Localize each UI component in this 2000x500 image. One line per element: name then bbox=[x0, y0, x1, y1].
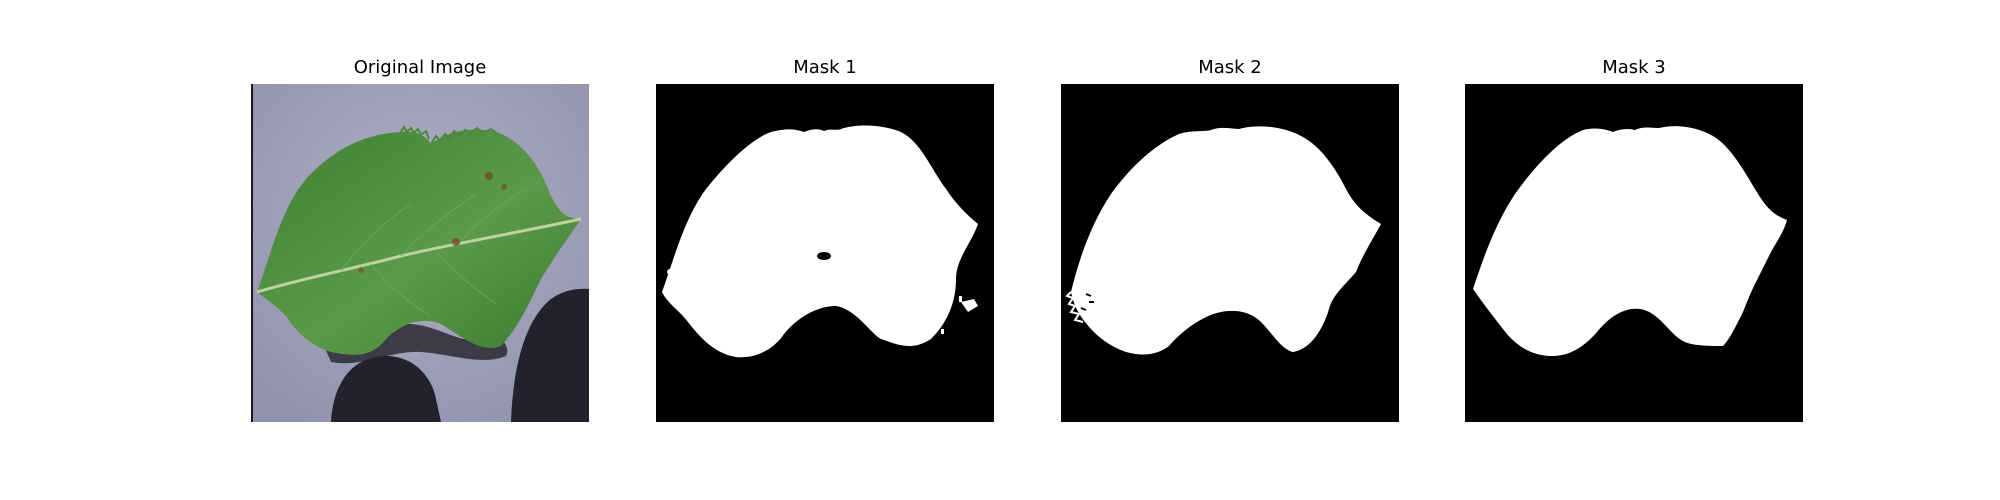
mask-1-title: Mask 1 bbox=[793, 57, 857, 78]
mask-2-title: Mask 2 bbox=[1198, 57, 1262, 78]
mask-2-image bbox=[1061, 84, 1399, 422]
mask-noisy-edge bbox=[1065, 291, 1084, 323]
original-leaf-image bbox=[251, 84, 589, 422]
mask-noise bbox=[1080, 293, 1094, 311]
leaf-spot bbox=[485, 172, 493, 180]
hand-shadow-right bbox=[511, 288, 589, 422]
hand-shadow-left bbox=[331, 355, 441, 422]
mask-foreground bbox=[662, 125, 978, 358]
leaf bbox=[257, 129, 581, 355]
mask-1-panel bbox=[656, 84, 994, 422]
leaf-serrated-edge bbox=[400, 125, 499, 145]
mask-speck bbox=[1589, 296, 1595, 308]
mask-speck bbox=[959, 296, 962, 302]
mask-foreground bbox=[1473, 126, 1787, 356]
mask-3-title: Mask 3 bbox=[1602, 57, 1666, 78]
leaf-spot bbox=[501, 184, 507, 190]
mask-3-panel bbox=[1465, 84, 1803, 422]
mask-2-panel bbox=[1061, 84, 1399, 422]
mask-speck bbox=[961, 299, 978, 312]
image-left-edge bbox=[251, 84, 253, 422]
mask-hole bbox=[817, 252, 831, 260]
leaf-spot bbox=[358, 267, 364, 273]
leaf-side-veins bbox=[340, 188, 527, 317]
mask-3-image bbox=[1465, 84, 1803, 422]
mask-speck bbox=[941, 329, 944, 334]
mask-foreground bbox=[1071, 126, 1381, 355]
leaf-spot bbox=[452, 238, 460, 246]
mask-1-image bbox=[656, 84, 994, 422]
original-image-panel bbox=[251, 84, 589, 422]
original-image-title: Original Image bbox=[353, 57, 487, 78]
mask-speck bbox=[667, 268, 681, 276]
